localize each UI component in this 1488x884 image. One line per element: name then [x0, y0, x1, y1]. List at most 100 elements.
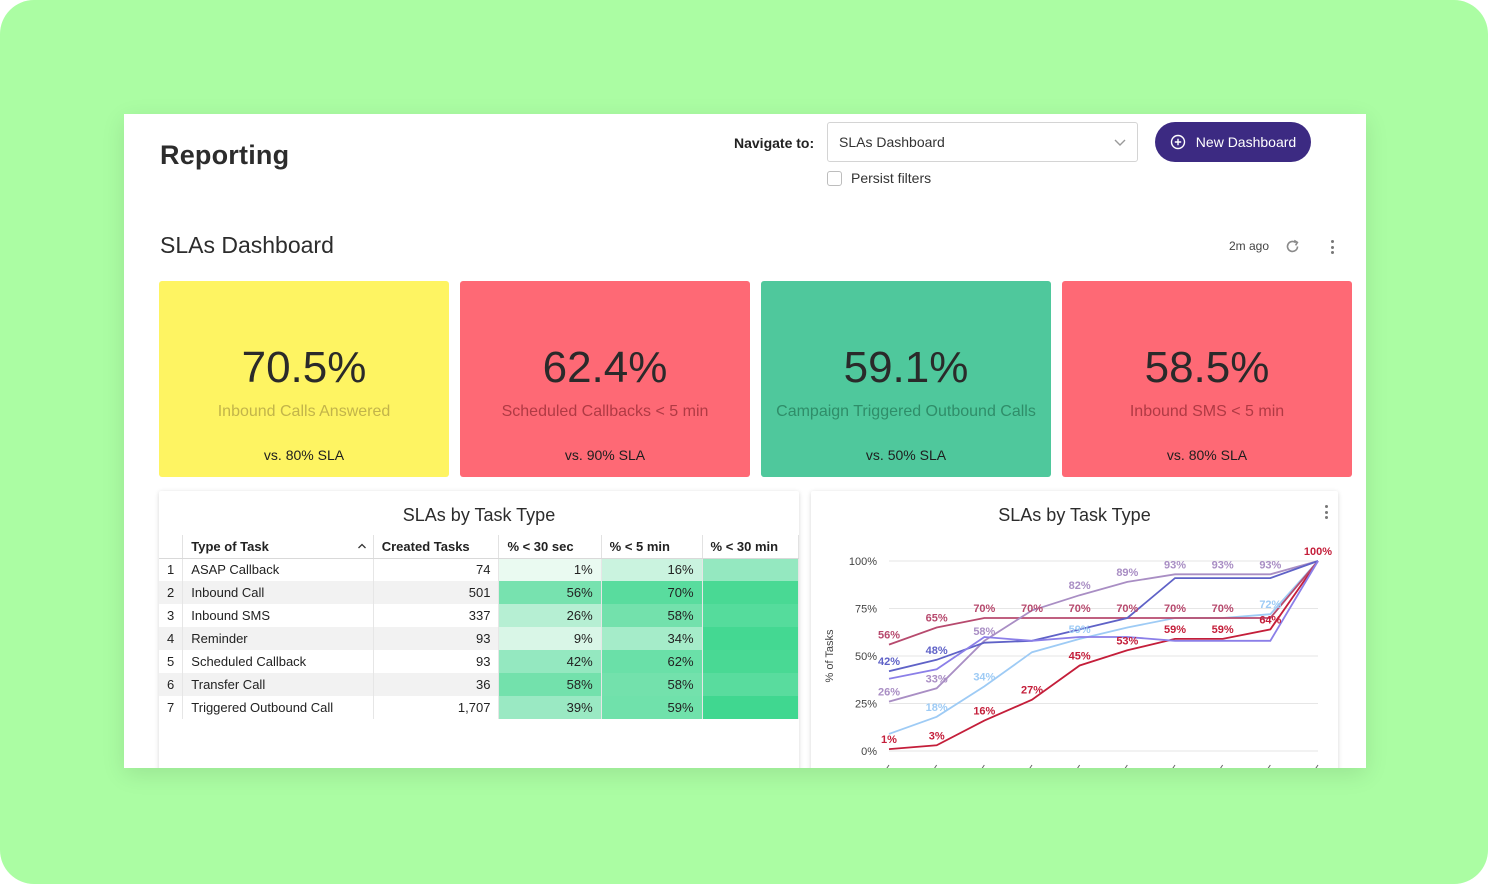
last-updated: 2m ago [1229, 239, 1270, 253]
task-type-cell: Inbound SMS [182, 604, 374, 627]
p5m-cell: 16% [601, 558, 703, 581]
chart-panel-title: SLAs by Task Type [998, 505, 1151, 525]
kpi-label: Inbound SMS < 5 min [1129, 403, 1285, 420]
data-label: 59% [1164, 624, 1186, 636]
refresh-icon[interactable] [1284, 238, 1301, 255]
p30m-cell [702, 627, 799, 650]
p30m-cell [702, 650, 799, 673]
dashboard-select[interactable]: SLAs Dashboard [827, 122, 1138, 162]
page-title: Reporting [160, 140, 290, 170]
data-label: 42% [878, 656, 900, 668]
task-type-cell: Inbound Call [182, 581, 374, 604]
data-label: 56% [878, 630, 900, 642]
p30m-cell [702, 673, 799, 696]
kpi-label: Inbound Calls Answered [217, 403, 391, 420]
data-label: 18% [926, 702, 948, 714]
y-tick-label: 50% [855, 651, 877, 663]
p30s-column-header[interactable]: % < 30 sec [498, 535, 602, 559]
table-row[interactable]: 5 Scheduled Callback 93 42% 62% [159, 650, 799, 673]
row-index: 3 [159, 604, 184, 627]
table-row[interactable]: 6 Transfer Call 36 58% 58% [159, 673, 799, 696]
data-label: 70% [1116, 603, 1138, 615]
x-tick [886, 764, 890, 768]
p5m-column-header[interactable]: % < 5 min [601, 535, 703, 559]
data-label: 33% [926, 673, 948, 685]
data-label: 58% [973, 626, 995, 638]
table-row[interactable]: 4 Reminder 93 9% 34% [159, 627, 799, 650]
chart-more-icon[interactable] [1318, 503, 1334, 521]
data-label: 45% [1069, 651, 1091, 663]
series-line [888, 560, 1319, 703]
x-tick [934, 764, 938, 768]
sla-table: Type of Task Created Tasks % < 30 sec % … [159, 535, 799, 719]
dashboard-more-icon[interactable] [1324, 238, 1340, 256]
created-column-header[interactable]: Created Tasks [373, 535, 500, 559]
table-header-row: Type of Task Created Tasks % < 30 sec % … [159, 535, 799, 559]
x-tick [1267, 764, 1271, 768]
p5m-cell: 70% [601, 581, 703, 604]
table-panel: SLAs by Task Type Type of Task Created T… [159, 491, 799, 768]
line-chart: 0% 25% 50% 75% 100% % of Tasks 1% 3% 16% 27% 45% 53… [824, 546, 1332, 768]
persist-filters-label: Persist filters [851, 170, 932, 186]
type-column-header[interactable]: Type of Task [182, 535, 374, 559]
table-row[interactable]: 3 Inbound SMS 337 26% 58% [159, 604, 799, 627]
y-tick-label: 100% [849, 556, 877, 568]
kpi-sla: vs. 80% SLA [263, 447, 345, 463]
chevron-down-icon [1114, 139, 1126, 146]
task-type-cell: Transfer Call [182, 673, 374, 696]
data-label: 93% [1212, 559, 1234, 571]
data-label: 26% [878, 687, 900, 699]
kpi-value: 59.1% [843, 343, 969, 392]
p5m-cell: 58% [601, 604, 703, 627]
series-line [888, 560, 1319, 750]
kpi-card[interactable]: 58.5% Inbound SMS < 5 min vs. 80% SLA [1062, 281, 1352, 477]
row-index: 7 [159, 696, 184, 719]
p30s-cell: 1% [498, 558, 602, 581]
table-row[interactable]: 2 Inbound Call 501 56% 70% [159, 581, 799, 604]
p5m-cell: 34% [601, 627, 703, 650]
created-cell: 93 [373, 650, 500, 673]
persist-filters-checkbox[interactable]: Persist filters [827, 170, 931, 186]
data-label: 48% [926, 645, 948, 657]
data-label: 89% [1116, 567, 1138, 579]
plus-circle-icon [1170, 134, 1185, 150]
dashboard-window: Reporting Navigate to: SLAs Dashboard Pe… [124, 114, 1366, 768]
x-tick [981, 764, 985, 768]
data-label: 70% [973, 603, 995, 615]
chart-panel: SLAs by Task Type 0% 25% 50% 75% 100% % of Ta… [811, 491, 1338, 768]
kpi-sla: vs. 90% SLA [564, 447, 646, 463]
task-type-cell: ASAP Callback [182, 558, 374, 581]
p30s-cell: 39% [498, 696, 602, 719]
x-tick [1029, 764, 1033, 768]
data-label: 64% [1259, 614, 1281, 626]
dashboard-select-value: SLAs Dashboard [839, 134, 945, 150]
data-label: 70% [1021, 603, 1043, 615]
task-type-cell: Triggered Outbound Call [182, 696, 374, 719]
kpi-sla: vs. 80% SLA [1166, 447, 1248, 463]
data-label: 59% [1212, 624, 1234, 636]
new-dashboard-button[interactable]: New Dashboard [1155, 122, 1311, 162]
data-label: 100% [1304, 546, 1332, 558]
kpi-card[interactable]: 70.5% Inbound Calls Answered vs. 80% SLA [159, 281, 449, 477]
data-label: 34% [973, 671, 995, 683]
sort-ascending-icon[interactable] [357, 541, 367, 551]
checkbox-box[interactable] [827, 170, 842, 186]
created-cell: 337 [373, 604, 500, 627]
table-row[interactable]: 1 ASAP Callback 74 1% 16% [159, 558, 799, 581]
p30m-column-header[interactable]: % < 30 min [702, 535, 799, 559]
series-line [888, 560, 1319, 735]
new-dashboard-label: New Dashboard [1195, 134, 1297, 150]
data-label: 72% [1259, 599, 1281, 611]
kpi-card[interactable]: 62.4% Scheduled Callbacks < 5 min vs. 90% … [460, 281, 750, 477]
created-cell: 74 [373, 558, 500, 581]
kpi-card[interactable]: 59.1% Campaign Triggered Outbound Calls vs… [761, 281, 1051, 477]
kpi-label: Campaign Triggered Outbound Calls [776, 403, 1036, 420]
data-label: 93% [1164, 559, 1186, 571]
y-axis-label: % of Tasks [824, 629, 836, 682]
data-label: 16% [973, 706, 995, 718]
x-tick [1315, 764, 1319, 768]
x-tick [1220, 764, 1224, 768]
table-row[interactable]: 7 Triggered Outbound Call 1,707 39% 59% [159, 696, 799, 719]
task-type-cell: Scheduled Callback [182, 650, 374, 673]
p30s-cell: 58% [498, 673, 602, 696]
